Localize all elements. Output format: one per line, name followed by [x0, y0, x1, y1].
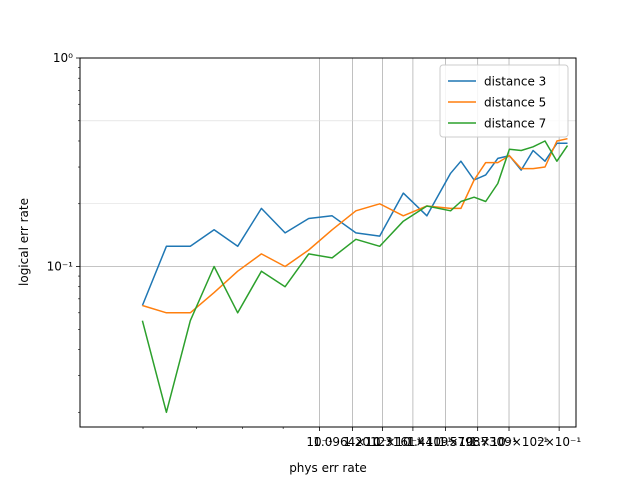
- x-axis-label: phys err rate: [289, 461, 367, 475]
- x-tick-label: 1.0964×10⁻¹: [313, 435, 392, 449]
- x-tick-label: 1.7309×10⁻¹: [470, 435, 549, 449]
- plot-frame: [79, 57, 577, 428]
- legend-label: distance 7: [484, 117, 546, 131]
- y-axis-label: logical err rate: [17, 198, 31, 286]
- x-tick-label: 1.2012×10⁻¹: [343, 435, 422, 449]
- series-lines: [141, 137, 569, 414]
- y-tick-label: 10⁻¹: [47, 260, 74, 274]
- x-tick-label: 1.3161×10⁻¹: [374, 435, 453, 449]
- x-tick-label: 1.5798×10⁻¹: [438, 435, 517, 449]
- series-line-3: [141, 140, 569, 414]
- series-line-1: [141, 142, 568, 306]
- legend: distance 3 distance 5 distance 7: [439, 64, 569, 138]
- legend-box: [439, 64, 569, 138]
- x-tick-label: 2×10⁻¹: [537, 435, 581, 449]
- x-tick-label: 1.4419×10⁻¹: [406, 435, 485, 449]
- axis-ticks: 10⁻¹1.0964×10⁻¹1.2012×10⁻¹1.3161×10⁻¹1.4…: [47, 51, 582, 449]
- x-tick-label: 10⁻¹: [306, 435, 333, 449]
- series-line-2: [142, 137, 568, 314]
- legend-label: distance 3: [484, 75, 546, 89]
- y-tick-label: 10⁰: [53, 51, 73, 65]
- legend-label: distance 5: [484, 96, 546, 110]
